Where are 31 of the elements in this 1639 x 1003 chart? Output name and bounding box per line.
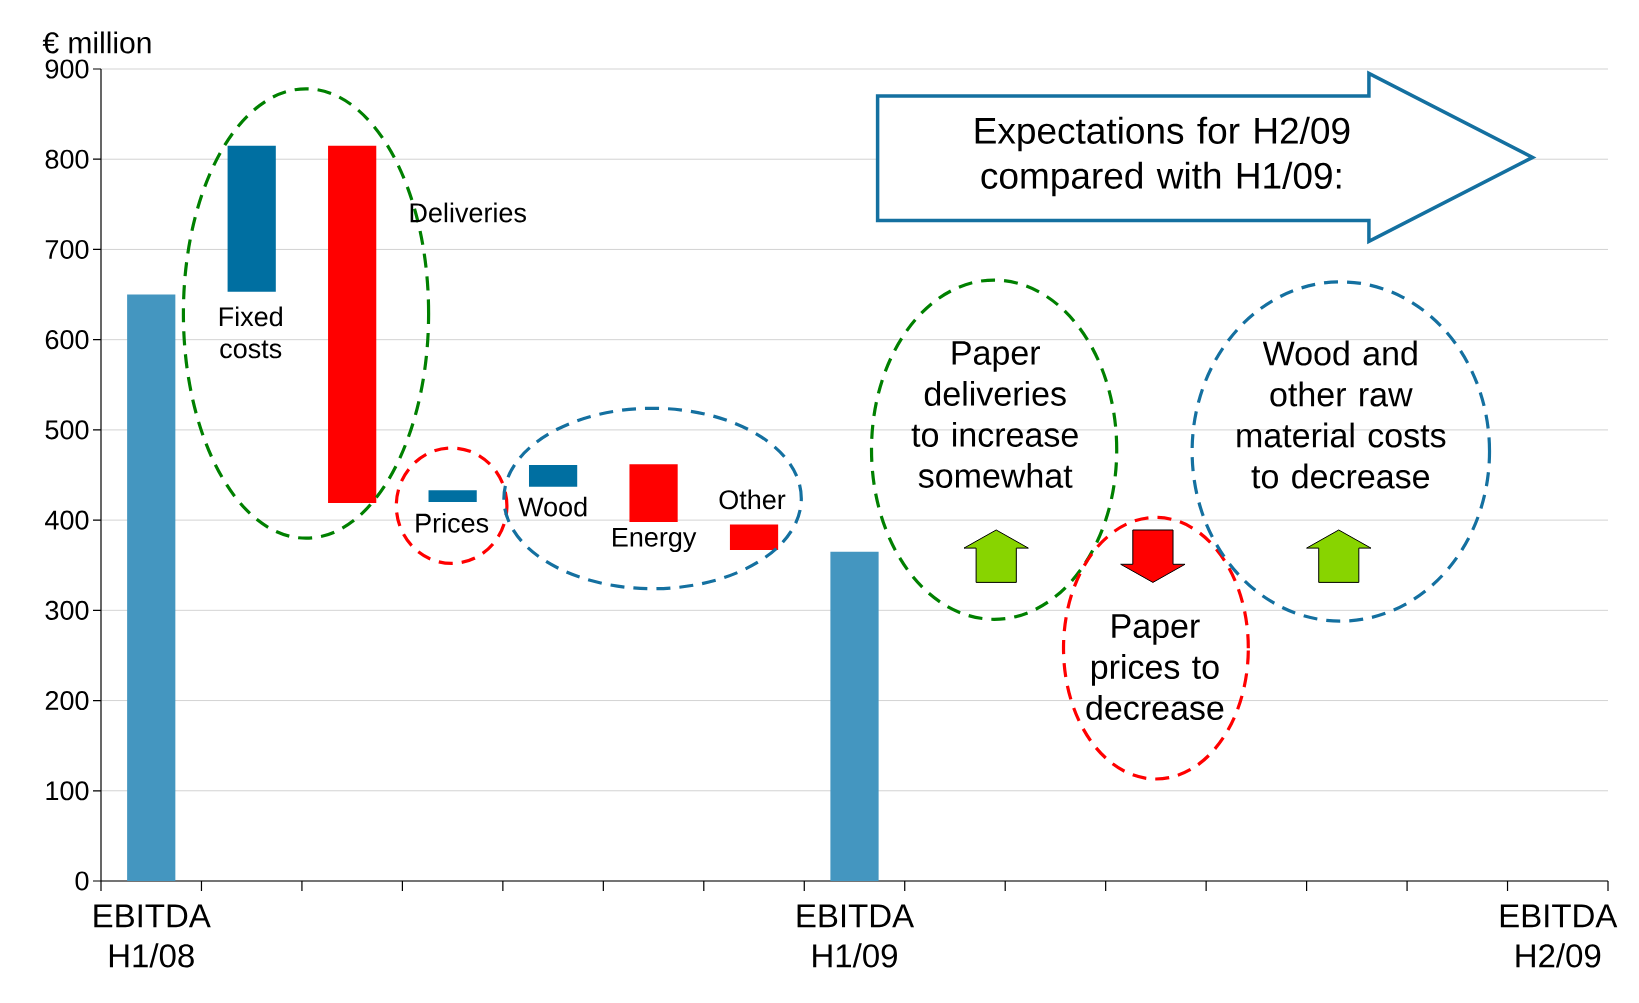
annotation: Fixed costs [219,306,282,359]
annotation: Paper deliveries to increase somewhat [911,341,1078,488]
y-tick-label: 200 [45,690,89,711]
x-tick-label: EBITDA H1/08 [94,904,211,968]
y-tick-label: 400 [45,510,89,530]
bar [127,294,176,881]
x-tick-label: EBITDA H2/09 [1500,904,1618,968]
y-axis-title: € million [42,31,151,54]
y-tick-label: 800 [45,149,89,169]
y-tick-label: 500 [45,420,89,440]
bar [328,145,377,503]
bar [428,490,477,503]
bar [629,464,678,522]
y-tick-label: 700 [45,239,89,259]
y-tick-label: 600 [45,330,89,350]
bar [729,524,779,550]
annotation: Prices [416,512,489,533]
annotation: Wood and other raw material costs to decrease [1237,340,1446,489]
annotation: Expectations for H2/09 compared with H1/09: [975,116,1350,197]
y-tick-label: 900 [45,59,89,79]
x-tick-label: EBITDA H1/09 [797,904,915,968]
y-tick-label: 300 [45,600,89,620]
annotation: Other [719,489,786,510]
annotation: Wood [518,496,587,517]
y-tick-label: 0 [75,871,89,891]
bar [830,551,879,881]
annotation: Energy [613,527,697,553]
bar [227,145,276,292]
bar [528,465,578,487]
y-tick-label: 100 [46,781,89,801]
annotation: Paper prices to decrease [1086,614,1224,721]
